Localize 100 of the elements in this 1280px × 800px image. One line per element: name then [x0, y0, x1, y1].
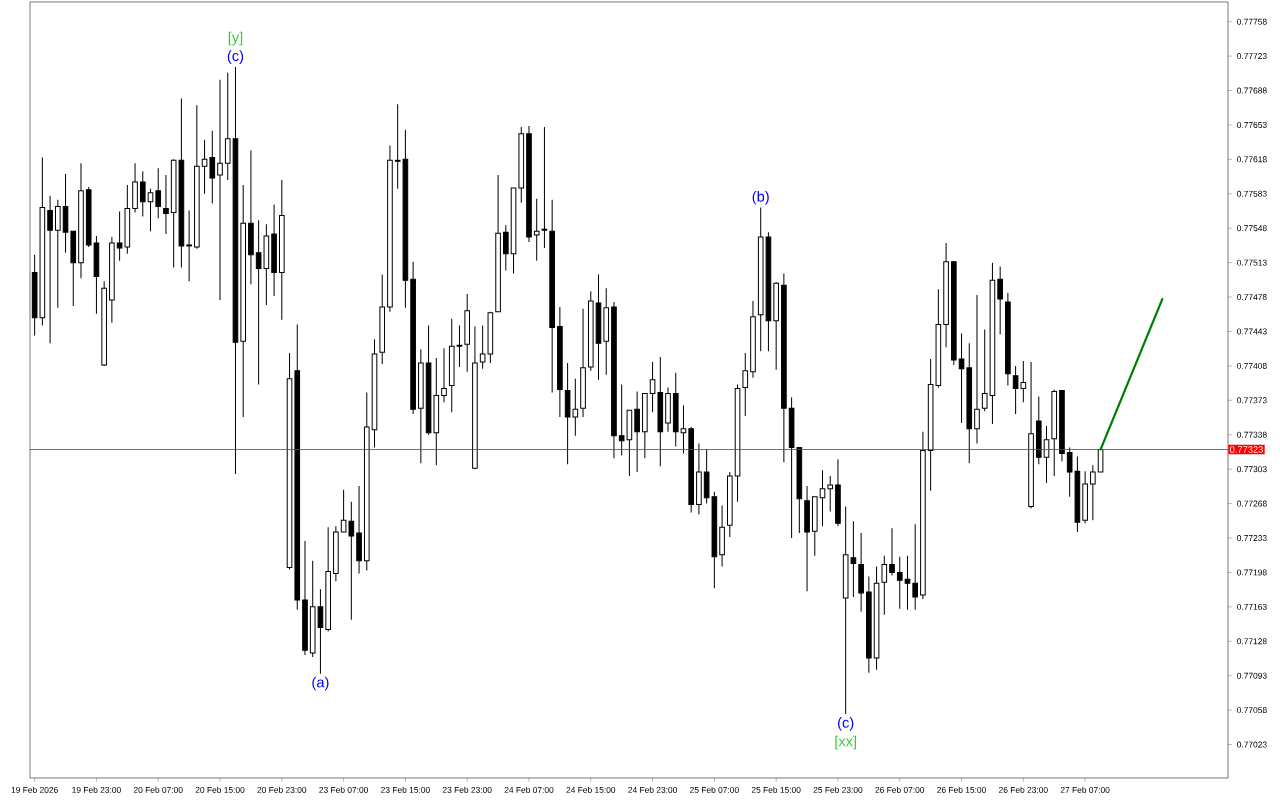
- x-tick-label: 25 Feb 15:00: [751, 786, 801, 793]
- candlestick: [271, 204, 277, 297]
- candlestick: [333, 525, 339, 582]
- x-tick-label: 26 Feb 23:00: [998, 786, 1048, 793]
- y-tick-label: 0.77408: [1237, 362, 1267, 369]
- candlestick: [418, 348, 424, 464]
- candlestick: [1090, 464, 1096, 521]
- x-tick-label: 27 Feb 07:00: [1060, 786, 1110, 793]
- candlestick: [387, 145, 393, 313]
- y-tick-label: 0.77548: [1237, 225, 1267, 232]
- candlestick: [472, 326, 478, 469]
- candlestick: [147, 188, 154, 232]
- y-tick-label: 0.77688: [1237, 87, 1267, 94]
- y-tick-label: 0.77128: [1237, 638, 1267, 645]
- candlestick: [302, 540, 308, 656]
- candlestick: [109, 236, 115, 324]
- y-tick-label: 0.77583: [1237, 190, 1267, 197]
- ref-line-label: 0.77323: [1229, 446, 1263, 453]
- candlestick: [533, 198, 540, 262]
- y-tick-label: 0.77093: [1237, 672, 1267, 679]
- candlestick: [680, 404, 687, 454]
- y-tick-label: 0.77303: [1237, 466, 1267, 473]
- candlestick: [132, 162, 138, 213]
- candlestick: [325, 526, 331, 632]
- candlestick: [920, 431, 926, 600]
- candlestick: [1051, 389, 1058, 477]
- candlestick: [881, 555, 888, 616]
- candlestick: [912, 523, 919, 611]
- candlestick: [858, 532, 864, 613]
- candlestick: [719, 505, 725, 568]
- candlestick: [54, 199, 61, 309]
- x-tick-label: 26 Feb 07:00: [875, 786, 925, 793]
- x-tick-label: 20 Feb 07:00: [133, 786, 183, 793]
- candlestick: [642, 392, 648, 459]
- annotation: (c): [838, 717, 854, 731]
- candlestick: [819, 469, 826, 527]
- y-tick-label: 0.77723: [1237, 53, 1267, 60]
- candlestick: [889, 527, 895, 576]
- x-tick-label: 19 Feb 23:00: [72, 786, 121, 793]
- y-tick-label: 0.77163: [1237, 603, 1267, 610]
- y-tick-label: 0.77443: [1237, 328, 1267, 335]
- candlestick: [773, 282, 779, 371]
- candlestick: [379, 273, 386, 365]
- candlestick: [781, 272, 787, 463]
- candlestick: [549, 199, 555, 393]
- candlestick: [974, 294, 980, 445]
- candlestick: [557, 306, 563, 418]
- y-tick-label: 0.77513: [1237, 259, 1267, 266]
- x-tick-label: 23 Feb 23:00: [442, 786, 492, 793]
- candlestick: [750, 300, 756, 379]
- candlestick: [224, 72, 231, 181]
- x-tick-label: 20 Feb 15:00: [195, 786, 245, 793]
- candlestick: [186, 210, 192, 282]
- candlestick: [363, 391, 370, 571]
- x-tick-label: 24 Feb 23:00: [628, 786, 677, 793]
- y-tick-label: 0.77023: [1237, 741, 1267, 748]
- annotation: (a): [312, 676, 329, 691]
- annotation: [y]: [228, 31, 243, 46]
- candlestick: [163, 174, 169, 235]
- candlestick: [672, 372, 679, 448]
- x-tick-label: 23 Feb 15:00: [381, 786, 430, 793]
- candlestick: [217, 79, 223, 301]
- candlestick: [410, 261, 416, 415]
- y-tick-label: 0.77478: [1237, 294, 1267, 301]
- candlestick: [943, 242, 949, 348]
- candlestick: [997, 266, 1003, 335]
- x-tick-label: 24 Feb 07:00: [504, 786, 554, 793]
- y-tick-label: 0.77198: [1237, 569, 1267, 576]
- y-tick-label: 0.77058: [1237, 707, 1267, 714]
- candlestick: [78, 162, 84, 279]
- candlestick: [835, 458, 841, 527]
- candlestick: [603, 287, 610, 376]
- annotation: (c): [227, 50, 244, 64]
- x-tick-label: 23 Feb 07:00: [319, 786, 369, 793]
- candlestick: [1028, 361, 1034, 510]
- y-tick-label: 0.77233: [1237, 535, 1267, 541]
- annotation: (b): [752, 190, 769, 205]
- candlestick: [611, 301, 617, 459]
- candlestick: [634, 390, 640, 473]
- y-tick-label: 0.77338: [1237, 431, 1267, 438]
- candlestick: [811, 496, 818, 557]
- candlestick: [1005, 292, 1011, 387]
- y-tick-label: 0.77373: [1237, 397, 1267, 404]
- x-tick-label: 25 Feb 23:00: [813, 786, 863, 793]
- candlestick: [240, 184, 247, 418]
- candlestick: [1082, 470, 1088, 524]
- annotation: [xx]: [835, 735, 857, 750]
- candlestick: [194, 104, 200, 250]
- x-tick-label: 19 Feb 2026: [11, 786, 58, 793]
- candlestick: [495, 174, 501, 313]
- y-tick-label: 0.77618: [1237, 156, 1267, 163]
- candlestick: [866, 575, 872, 674]
- candlestick: [665, 387, 671, 433]
- candlestick: [279, 179, 285, 321]
- candlestick: [502, 224, 509, 271]
- y-tick-label: 0.77758: [1237, 18, 1267, 25]
- candlestick: [47, 195, 53, 344]
- candlestick: [526, 125, 532, 243]
- candlestick: [742, 352, 749, 417]
- x-tick-label: 25 Feb 07:00: [690, 786, 739, 793]
